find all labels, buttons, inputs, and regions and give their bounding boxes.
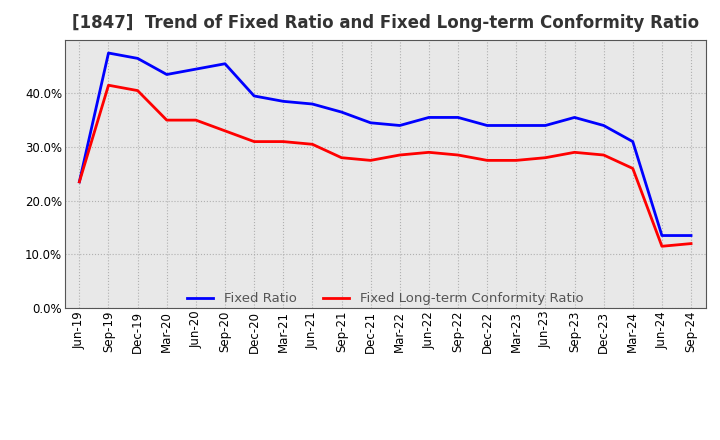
Fixed Ratio — [163, 72, 171, 77]
Fixed Ratio — [395, 123, 404, 128]
Fixed Long-term Conformity Ratio — [599, 152, 608, 158]
Fixed Long-term Conformity Ratio — [395, 152, 404, 158]
Fixed Long-term Conformity Ratio — [308, 142, 317, 147]
Fixed Ratio — [192, 66, 200, 72]
Fixed Long-term Conformity Ratio — [687, 241, 696, 246]
Fixed Ratio — [337, 110, 346, 115]
Legend: Fixed Ratio, Fixed Long-term Conformity Ratio: Fixed Ratio, Fixed Long-term Conformity … — [181, 287, 589, 311]
Line: Fixed Ratio: Fixed Ratio — [79, 53, 691, 235]
Fixed Ratio — [366, 120, 375, 125]
Fixed Ratio — [687, 233, 696, 238]
Fixed Ratio — [541, 123, 550, 128]
Fixed Ratio — [570, 115, 579, 120]
Fixed Long-term Conformity Ratio — [425, 150, 433, 155]
Fixed Ratio — [425, 115, 433, 120]
Fixed Long-term Conformity Ratio — [629, 166, 637, 171]
Fixed Long-term Conformity Ratio — [454, 152, 462, 158]
Fixed Long-term Conformity Ratio — [541, 155, 550, 160]
Fixed Ratio — [133, 56, 142, 61]
Fixed Ratio — [599, 123, 608, 128]
Title: [1847]  Trend of Fixed Ratio and Fixed Long-term Conformity Ratio: [1847] Trend of Fixed Ratio and Fixed Lo… — [71, 15, 699, 33]
Fixed Long-term Conformity Ratio — [75, 179, 84, 184]
Fixed Ratio — [250, 93, 258, 99]
Fixed Long-term Conformity Ratio — [366, 158, 375, 163]
Fixed Ratio — [657, 233, 666, 238]
Fixed Ratio — [483, 123, 492, 128]
Fixed Long-term Conformity Ratio — [570, 150, 579, 155]
Fixed Ratio — [220, 61, 229, 66]
Fixed Long-term Conformity Ratio — [483, 158, 492, 163]
Fixed Long-term Conformity Ratio — [279, 139, 287, 144]
Fixed Long-term Conformity Ratio — [133, 88, 142, 93]
Fixed Long-term Conformity Ratio — [657, 244, 666, 249]
Fixed Ratio — [279, 99, 287, 104]
Fixed Ratio — [104, 50, 113, 55]
Fixed Ratio — [75, 179, 84, 184]
Fixed Ratio — [454, 115, 462, 120]
Fixed Ratio — [629, 139, 637, 144]
Fixed Long-term Conformity Ratio — [337, 155, 346, 160]
Fixed Long-term Conformity Ratio — [163, 117, 171, 123]
Fixed Long-term Conformity Ratio — [192, 117, 200, 123]
Fixed Long-term Conformity Ratio — [220, 128, 229, 133]
Fixed Long-term Conformity Ratio — [512, 158, 521, 163]
Fixed Long-term Conformity Ratio — [104, 83, 113, 88]
Fixed Ratio — [512, 123, 521, 128]
Fixed Ratio — [308, 101, 317, 106]
Fixed Long-term Conformity Ratio — [250, 139, 258, 144]
Line: Fixed Long-term Conformity Ratio: Fixed Long-term Conformity Ratio — [79, 85, 691, 246]
